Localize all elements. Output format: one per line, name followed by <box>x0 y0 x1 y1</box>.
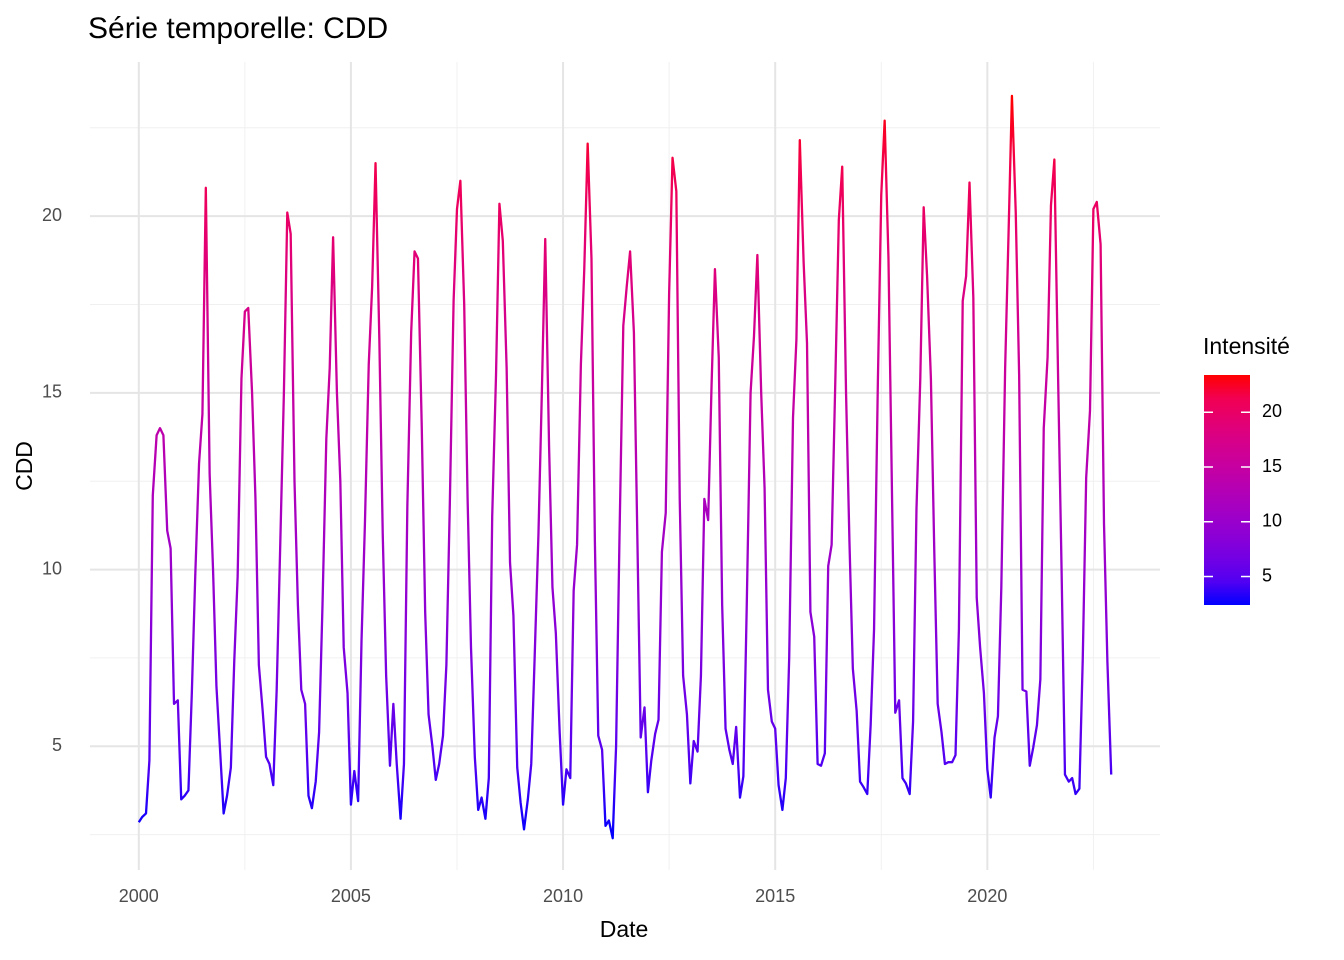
x-tick-label: 2000 <box>119 886 159 906</box>
legend-tick-label: 5 <box>1262 565 1272 585</box>
y-tick-label: 15 <box>42 382 62 402</box>
x-tick-label: 2020 <box>967 886 1007 906</box>
color-bar <box>1204 375 1250 605</box>
x-tick-label: 2010 <box>543 886 583 906</box>
y-tick-label: 5 <box>52 735 62 755</box>
y-axis-title: CDD <box>11 441 37 491</box>
legend-tick-label: 15 <box>1262 456 1282 476</box>
legend-title: Intensité <box>1203 333 1290 359</box>
x-axis-title: Date <box>600 916 649 942</box>
legend-tick-label: 20 <box>1262 401 1282 421</box>
x-tick-label: 2005 <box>331 886 371 906</box>
legend-tick-label: 10 <box>1262 511 1282 531</box>
y-tick-label: 20 <box>42 205 62 225</box>
x-tick-label: 2015 <box>755 886 795 906</box>
y-tick-label: 10 <box>42 558 62 578</box>
data-line <box>137 94 1113 840</box>
chart-title: Série temporelle: CDD <box>88 12 388 45</box>
